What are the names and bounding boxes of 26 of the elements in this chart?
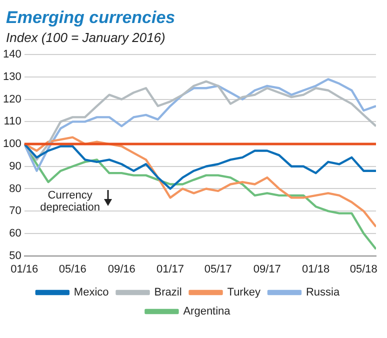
x-tick-label: 09/16 [108, 263, 136, 276]
y-tick-label: 140 [2, 48, 22, 61]
y-tick-label: 60 [9, 227, 22, 240]
y-tick-label: 70 [9, 205, 22, 218]
y-tick-label: 100 [2, 138, 22, 150]
x-tick-label: 05/17 [204, 263, 232, 276]
y-tick-label: 110 [4, 116, 22, 128]
x-tick-label: 01/17 [156, 263, 184, 276]
y-tick-label: 90 [9, 160, 22, 172]
legend-label: Turkey [227, 286, 261, 299]
x-tick-label: 05/18 [350, 263, 378, 276]
legend-label: Argentina [183, 306, 232, 318]
x-tick-label: 01/18 [302, 263, 330, 276]
y-tick-label: 120 [2, 93, 22, 106]
y-tick-label: 50 [9, 250, 22, 262]
y-tick-label: 130 [2, 70, 22, 83]
legend-label: Brazil [154, 286, 182, 299]
y-tick-label: 80 [9, 182, 22, 195]
legend-label: Russia [306, 286, 340, 299]
x-tick-label: 01/16 [10, 263, 38, 276]
legend-label: Mexico [74, 286, 109, 299]
annotation: Currency depreciation [40, 189, 100, 214]
x-tick-label: 09/17 [253, 263, 281, 276]
chart-title: Emerging currencies [6, 8, 176, 28]
chart-subtitle: Index (100 = January 2016) [6, 30, 166, 45]
x-tick-label: 05/16 [58, 263, 86, 276]
